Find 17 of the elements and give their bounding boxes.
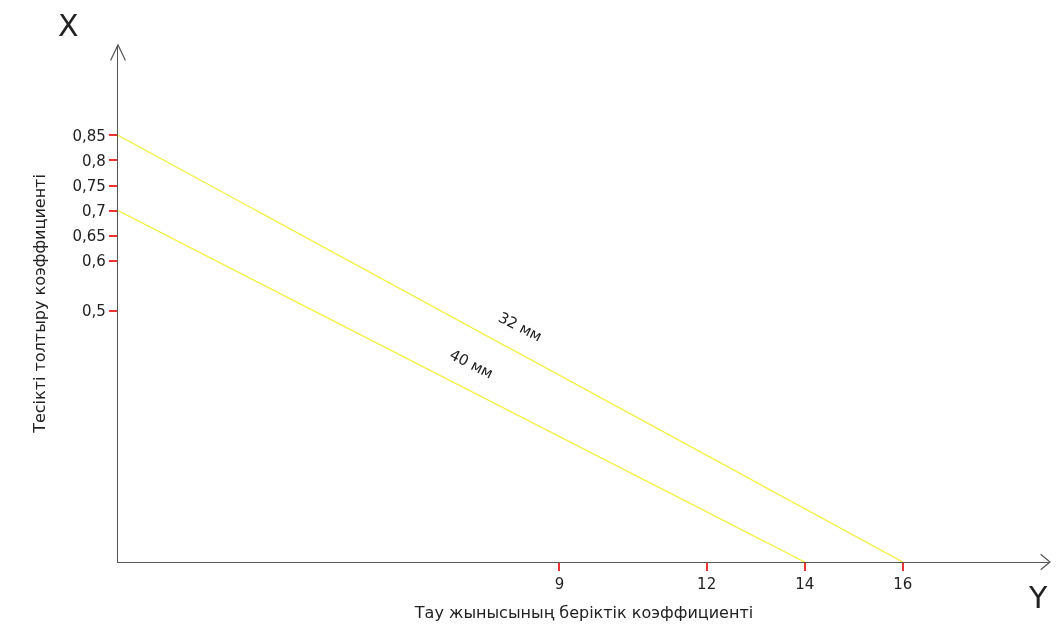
x-tick-label: 14 xyxy=(795,575,815,594)
text: 40 мм xyxy=(446,345,497,383)
text: 32 мм xyxy=(495,308,545,346)
x-axis-title: Тау жынысының беріктік коэффициенті xyxy=(413,602,754,622)
y-tick-label: 0,6 xyxy=(82,252,106,271)
text: X xyxy=(58,8,79,43)
x-tick-label: 12 xyxy=(697,575,717,594)
y-tick-label: 0,8 xyxy=(82,151,106,170)
y-tick-label: 0,85 xyxy=(72,126,106,145)
y-axis-title: Тесікті толтыру коэффициенті xyxy=(30,174,50,434)
y-tick-label: 0,75 xyxy=(72,176,106,195)
y-tick-label: 0,7 xyxy=(82,201,106,220)
y-tick-label: 0,65 xyxy=(72,226,106,245)
x-tick-label: 16 xyxy=(893,575,913,594)
text: Y xyxy=(1028,580,1048,615)
x-tick-label: 9 xyxy=(554,575,565,594)
y-tick-label: 0,5 xyxy=(82,302,106,321)
